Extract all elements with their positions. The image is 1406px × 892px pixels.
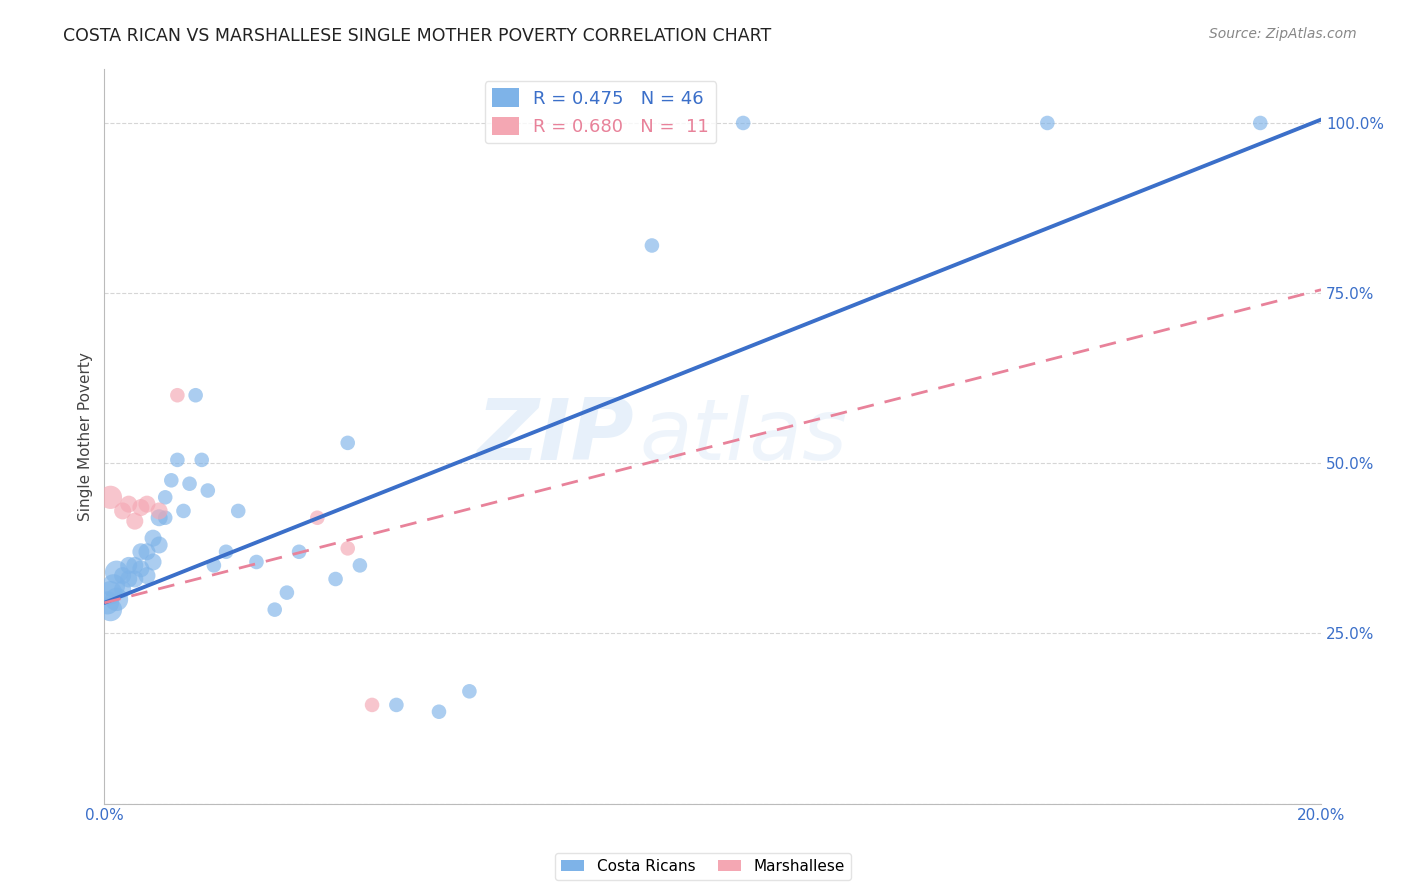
Legend: R = 0.475   N = 46, R = 0.680   N =  11: R = 0.475 N = 46, R = 0.680 N = 11: [485, 81, 716, 144]
Point: [166, 388, 188, 402]
Point: [1249, 116, 1271, 130]
Point: [155, 510, 177, 524]
Point: [124, 514, 146, 528]
Point: [325, 572, 347, 586]
Point: [458, 684, 481, 698]
Point: [190, 453, 212, 467]
Point: [124, 558, 146, 573]
Point: [103, 579, 125, 593]
Point: [96, 596, 118, 610]
Point: [641, 238, 664, 252]
Point: [111, 504, 134, 518]
Text: ZIP: ZIP: [477, 394, 634, 477]
Point: [288, 545, 311, 559]
Point: [184, 388, 207, 402]
Point: [129, 545, 152, 559]
Point: [215, 545, 238, 559]
Point: [733, 116, 755, 130]
Point: [307, 510, 329, 524]
Text: atlas: atlas: [640, 394, 848, 477]
Point: [142, 555, 165, 569]
Point: [336, 541, 359, 556]
Point: [336, 435, 359, 450]
Point: [1036, 116, 1059, 130]
Point: [124, 572, 146, 586]
Point: [118, 497, 141, 511]
Point: [349, 558, 371, 573]
Point: [276, 585, 298, 599]
Point: [263, 602, 285, 616]
Point: [160, 473, 183, 487]
Point: [136, 497, 159, 511]
Point: [129, 562, 152, 576]
Point: [179, 476, 201, 491]
Point: [148, 510, 170, 524]
Point: [172, 504, 194, 518]
Point: [111, 582, 134, 597]
Point: [100, 491, 122, 505]
Point: [105, 565, 128, 579]
Point: [385, 698, 408, 712]
Point: [202, 558, 225, 573]
Point: [142, 531, 165, 545]
Point: [136, 568, 159, 582]
Point: [245, 555, 267, 569]
Point: [148, 538, 170, 552]
Point: [100, 602, 122, 616]
Point: [118, 572, 141, 586]
Text: COSTA RICAN VS MARSHALLESE SINGLE MOTHER POVERTY CORRELATION CHART: COSTA RICAN VS MARSHALLESE SINGLE MOTHER…: [63, 27, 772, 45]
Legend: Costa Ricans, Marshallese: Costa Ricans, Marshallese: [555, 853, 851, 880]
Point: [100, 585, 122, 599]
Point: [226, 504, 249, 518]
Text: Source: ZipAtlas.com: Source: ZipAtlas.com: [1209, 27, 1357, 41]
Point: [148, 504, 170, 518]
Y-axis label: Single Mother Poverty: Single Mother Poverty: [79, 351, 93, 521]
Point: [136, 545, 159, 559]
Point: [166, 453, 188, 467]
Point: [118, 558, 141, 573]
Point: [361, 698, 384, 712]
Point: [105, 592, 128, 607]
Point: [111, 568, 134, 582]
Point: [427, 705, 450, 719]
Point: [129, 500, 152, 515]
Point: [197, 483, 219, 498]
Point: [155, 491, 177, 505]
